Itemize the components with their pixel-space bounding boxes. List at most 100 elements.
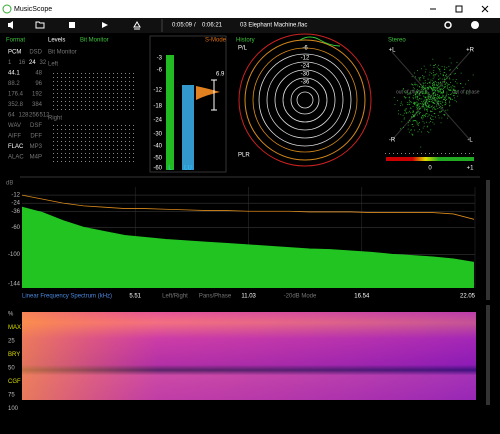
stereo-dot [425,71,427,73]
stereo-dot [448,89,450,91]
stereo-dot [413,95,415,97]
y-tick-label: -36 [11,209,20,215]
stereo-dot [405,110,406,112]
stereo-dot [430,129,432,131]
scrollbar[interactable] [486,305,490,405]
stereo-dot [450,99,452,101]
stereo-dot [426,109,428,111]
stereo-dot [433,81,434,83]
stereo-dot [429,107,430,109]
stereo-dot [425,87,427,89]
stereo-dot [426,121,428,123]
stereo-dot [420,103,421,105]
stereo-dot [433,93,434,95]
history-trace [244,39,366,161]
volume-button[interactable] [8,21,13,29]
stereo-dot [420,90,422,92]
play-button[interactable] [102,22,108,28]
spectrogram-label: MAX [8,325,21,331]
stereo-dot [432,74,434,76]
info-button[interactable] [471,21,479,29]
stereo-dot [413,101,415,103]
stereo-dot [427,110,428,112]
stereo-dot [429,95,431,97]
meter-scale-label: -24 [153,118,162,124]
format-item: DSF [30,123,42,129]
stereo-dot [416,84,418,86]
stereo-dot [423,99,425,101]
levels-mode[interactable]: Bit Monitor [80,38,109,44]
stereo-dot [425,105,427,107]
meter-scale-label: -6 [157,68,163,74]
peak-line [21,194,475,220]
format-item: FLAC [8,144,24,150]
stereo-dot [431,105,432,107]
stereo-dot [419,77,421,79]
stereo-dot [434,97,435,99]
stereo-dot [435,108,437,110]
stereo-dot [434,92,436,94]
stereo-dot [414,103,416,105]
spectrum-mode: -20dB Mode [284,294,317,300]
stereo-dot [427,87,429,88]
stereo-dot [432,58,434,60]
open-button[interactable] [35,21,45,29]
stereo-dot [444,99,446,100]
stereo-dot [414,104,415,106]
stereo-panel: Stereo [384,38,476,161]
settings-button[interactable] [444,21,452,29]
stereo-dot [403,118,405,120]
stereo-dot [424,107,426,109]
stereo-dot [419,108,421,110]
stereo-dot [419,77,421,78]
stereo-dot [436,98,438,100]
stereo-dot [427,98,429,100]
stereo-dot [450,74,452,76]
stereo-dot [421,116,423,118]
stereo-dot [412,84,413,85]
stereo-dot [438,86,440,88]
stereo-dot [434,94,436,96]
stereo-dot [407,104,409,105]
ring-label: -36 [301,80,310,86]
stereo-dot [435,87,436,88]
stereo-dot [448,77,450,79]
stereo-dot [460,83,462,85]
stereo-dot [416,108,418,110]
stereo-dot [425,104,427,106]
maximize-button[interactable] [455,5,463,13]
scrollbar[interactable] [486,180,490,300]
stereo-dot [429,81,431,83]
meter-mode[interactable]: S-Mode [205,38,227,44]
stereo-dot [426,106,428,108]
stereo-dot [443,74,444,76]
y-tick-label: -144 [8,282,21,288]
stereo-dot [422,93,423,95]
stereo-dot [435,94,436,96]
stereo-dot [435,87,437,89]
stereo-dot [404,109,406,111]
eject-button[interactable] [133,21,141,30]
format-item: DFF [30,134,42,140]
stereo-dot [433,112,435,114]
stereo-dot [432,87,434,89]
stereo-dot [410,112,412,114]
stereo-dot [435,84,437,86]
stereo-dot [441,78,443,80]
stereo-dot [459,83,461,84]
history-trace [252,47,358,153]
stereo-dot [445,104,447,105]
stereo-dot [439,88,441,90]
stereo-dot [441,84,443,86]
stop-button[interactable] [69,22,75,28]
stereo-dot [423,100,425,102]
close-button[interactable] [481,5,489,13]
format-item: 128 [19,113,30,119]
stereo-dot [428,132,430,133]
y-tick-label: -12 [11,193,20,199]
stereo-dot [409,93,411,95]
stereo-dot [415,92,417,94]
correlation-meter [386,157,474,161]
stereo-dot [438,101,440,103]
stereo-dot [426,93,428,94]
